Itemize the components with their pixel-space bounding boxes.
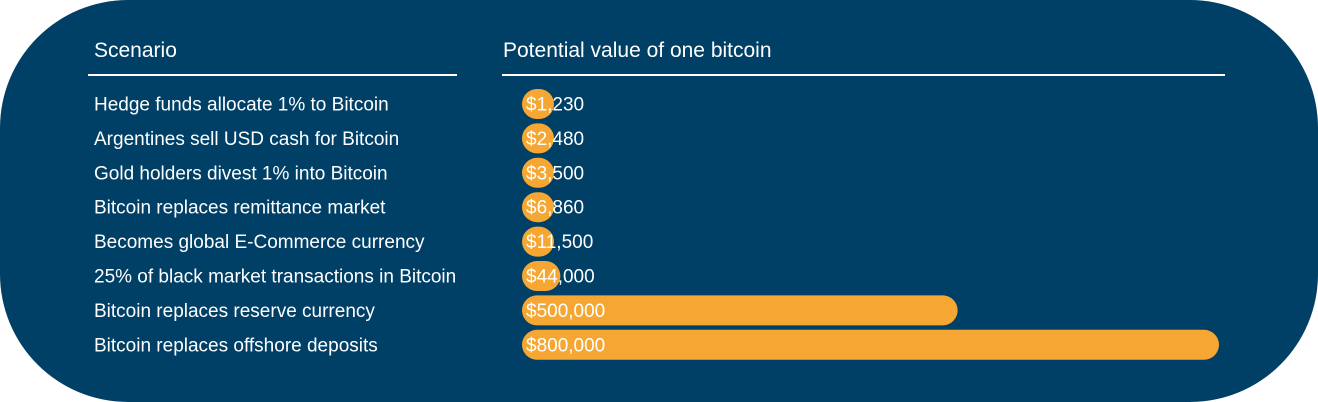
bar (522, 157, 554, 188)
category-label: Gold holders divest 1% into Bitcoin (94, 163, 388, 184)
category-label: Hedge funds allocate 1% to Bitcoin (94, 95, 389, 116)
bar (522, 89, 554, 119)
bar-value-label: $800,000 (526, 335, 605, 356)
scenario-header-divider (88, 74, 457, 76)
category-label: 25% of black market transactions in Bitc… (94, 267, 456, 288)
category-label: Bitcoin replaces remittance market (94, 198, 386, 219)
category-label: Argentines sell USD cash for Bitcoin (94, 129, 399, 150)
bar (522, 226, 554, 257)
category-label: Becomes global E-Commerce currency (94, 232, 425, 253)
bar-value-label: $3,500 (526, 163, 584, 184)
bar (522, 295, 958, 326)
bar-value-label: $1,230 (526, 95, 584, 116)
value-column-header: Potential value of one bitcoin (503, 39, 772, 62)
value-header-divider (502, 74, 1225, 76)
bar-value-label: $11,500 (526, 232, 593, 253)
bar-value-label: $2,480 (526, 129, 584, 150)
bar-value-label: $500,000 (526, 301, 605, 322)
bar (522, 192, 554, 223)
category-label: Bitcoin replaces offshore deposits (94, 335, 378, 356)
bar-value-label: $6,860 (526, 198, 584, 219)
bar (522, 261, 561, 291)
category-label: Bitcoin replaces reserve currency (94, 301, 375, 322)
bar (522, 329, 1219, 360)
bar-value-label: $44,000 (526, 267, 595, 288)
scenario-column-header: Scenario (94, 39, 177, 62)
bar (522, 123, 554, 154)
